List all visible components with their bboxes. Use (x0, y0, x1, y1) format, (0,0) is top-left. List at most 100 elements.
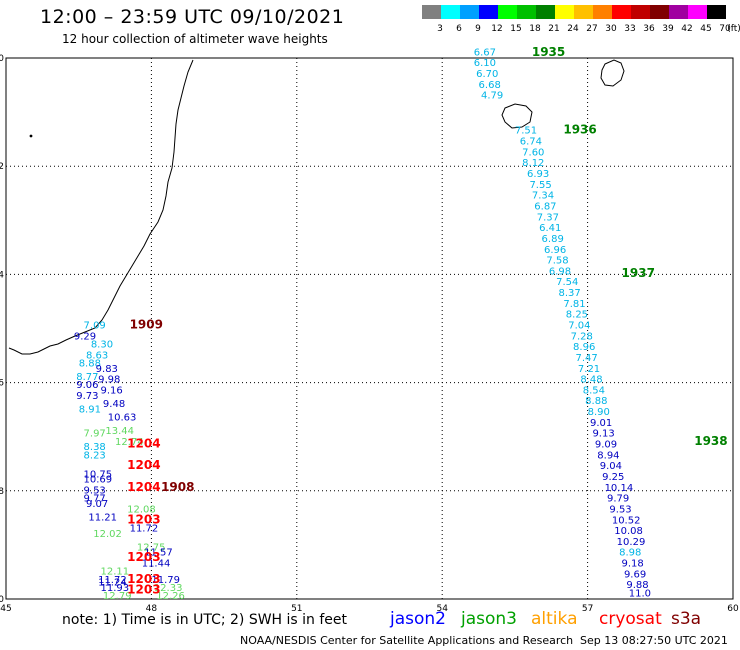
wave-height-label: 9.01 (590, 418, 612, 429)
legend-label-36: 36 (643, 24, 655, 34)
pass-time-label: 1203 (127, 583, 160, 597)
legend-unit: (ft) (727, 24, 740, 34)
legend-label-45: 45 (700, 24, 712, 34)
satellite-altika: altika (531, 609, 578, 629)
pass-time-label: 1204 (127, 480, 160, 494)
wave-height-label: 9.79 (607, 494, 629, 505)
wave-height-label: 11.21 (88, 513, 117, 524)
lat-tick-label: -22 (0, 162, 4, 172)
wave-height-label: 12.74 (115, 437, 144, 448)
lon-tick-label: 54 (436, 604, 448, 614)
wave-height-label: 9.07 (86, 499, 108, 510)
wave-height-label: 8.88 (585, 396, 607, 407)
wave-height-label: 8.63 (86, 350, 108, 361)
islet (29, 134, 33, 138)
wave-height-label: 10.08 (614, 526, 643, 537)
legend-label-15: 15 (510, 24, 522, 34)
coastlines (8, 59, 625, 355)
wave-height-label: 8.37 (559, 288, 581, 299)
wave-height-label: 10.29 (617, 537, 646, 548)
wave-height-label: 7.47 (575, 353, 597, 364)
lat-tick-label: -26 (0, 379, 4, 389)
wave-height-label: 7.81 (563, 299, 585, 310)
wave-height-label: 7.37 (537, 212, 559, 223)
wave-height-label: 9.18 (622, 559, 644, 570)
wave-height-label: 11.72 (130, 523, 159, 534)
legend-label-3: 3 (437, 24, 443, 34)
legend-label-24: 24 (567, 24, 579, 34)
wave-height-label: 7.97 (84, 429, 106, 440)
wave-height-label: 8.38 (84, 442, 106, 453)
wave-height-label: 6.87 (534, 201, 556, 212)
wave-height-label: 7.55 (529, 180, 551, 191)
legend-swatch-9 (460, 5, 479, 19)
page-subtitle: 12 hour collection of altimeter wave hei… (62, 32, 328, 46)
wave-height-label: 9.73 (76, 391, 98, 402)
wave-height-label: 7.09 (84, 321, 106, 332)
wave-height-label: 6.70 (476, 69, 498, 80)
legend-swatch-70 (707, 5, 726, 19)
wave-height-label: 8.98 (619, 548, 641, 559)
pass-time-label: 1204 (127, 437, 160, 451)
wave-height-label: 7.34 (532, 191, 554, 202)
wave-height-label: 8.90 (588, 407, 610, 418)
wave-height-label: 7.54 (556, 277, 578, 288)
lon-tick-label: 60 (727, 604, 739, 614)
satellite-jason2: jason2 (390, 609, 446, 629)
wave-height-label: 9.25 (602, 472, 624, 483)
pass-time-label: 1937 (622, 266, 655, 280)
wave-height-label: 10.14 (605, 483, 634, 494)
pass-time-label: 1908 (161, 480, 194, 494)
wave-height-label: 13.44 (105, 426, 134, 437)
wave-height-label: 6.98 (549, 266, 571, 277)
pass-time-label: 1203 (127, 572, 160, 586)
lat-tick-label: -24 (0, 270, 4, 280)
wave-height-label: 6.74 (520, 137, 542, 148)
wave-height-label: 4.79 (481, 91, 503, 102)
wave-height-label: 6.10 (474, 58, 496, 69)
legend-swatch-12 (479, 5, 498, 19)
wave-height-label: 12.08 (127, 504, 156, 515)
wave-height-label: 12.75 (137, 542, 166, 553)
wave-height-label: 7.60 (522, 147, 544, 158)
pass-time-label: 1938 (694, 434, 727, 448)
wave-height-label: 8.91 (79, 404, 101, 415)
legend-swatch-24 (555, 5, 574, 19)
pass-time-label: 1203 (127, 512, 160, 526)
wave-height-label: 12.26 (156, 591, 185, 602)
wave-height-label: 8.30 (91, 339, 113, 350)
wave-height-label: 8.96 (573, 342, 595, 353)
axis-labels: 45 48 51 54 57 60 -20 -22 -24 -26 -28 -30 (0, 54, 739, 614)
wave-height-label: 10.69 (84, 475, 113, 486)
wave-height-label: 8.77 (76, 372, 98, 383)
legend-label-70: 70 (719, 24, 731, 34)
wave-height-label: 11.0 (629, 588, 651, 599)
lon-tick-label: 48 (146, 604, 158, 614)
lon-tick-label: 51 (291, 604, 302, 614)
pass-time-label: 1936 (563, 123, 596, 137)
wave-height-label: 7.21 (578, 364, 600, 375)
wave-height-label: 7.51 (515, 126, 537, 137)
wave-height-label: 11.93 (101, 583, 130, 594)
legend-swatch-18 (517, 5, 536, 19)
legend-label-18: 18 (529, 24, 541, 34)
units-note: note: 1) Time is in UTC; 2) SWH is in fe… (62, 612, 348, 628)
generated-time: Sep 13 08:27:50 UTC 2021 (580, 634, 728, 647)
legend-label-42: 42 (681, 24, 693, 34)
altimeter-observations: 6.676.106.706.684.79 7.516.747.608.126.93… (74, 45, 728, 602)
wave-height-label: 9.48 (103, 399, 125, 410)
wave-height-label: 11.57 (144, 548, 173, 559)
wave-height-label: 9.53 (609, 504, 631, 515)
wave-height-label: 8.48 (580, 375, 602, 386)
wave-height-label: 6.93 (527, 169, 549, 180)
wave-height-label: 9.98 (98, 375, 120, 386)
wave-height-label: 12.33 (154, 583, 183, 594)
wave-height-label: 9.77 (84, 494, 106, 505)
wave-height-label: 12.79 (103, 591, 132, 602)
wave-height-label: 11.72 (98, 575, 127, 586)
wave-height-label: 8.94 (597, 450, 619, 461)
wave-height-label: 8.88 (79, 358, 101, 369)
legend-swatch-3 (422, 5, 441, 19)
wave-height-label: 8.23 (84, 450, 106, 461)
